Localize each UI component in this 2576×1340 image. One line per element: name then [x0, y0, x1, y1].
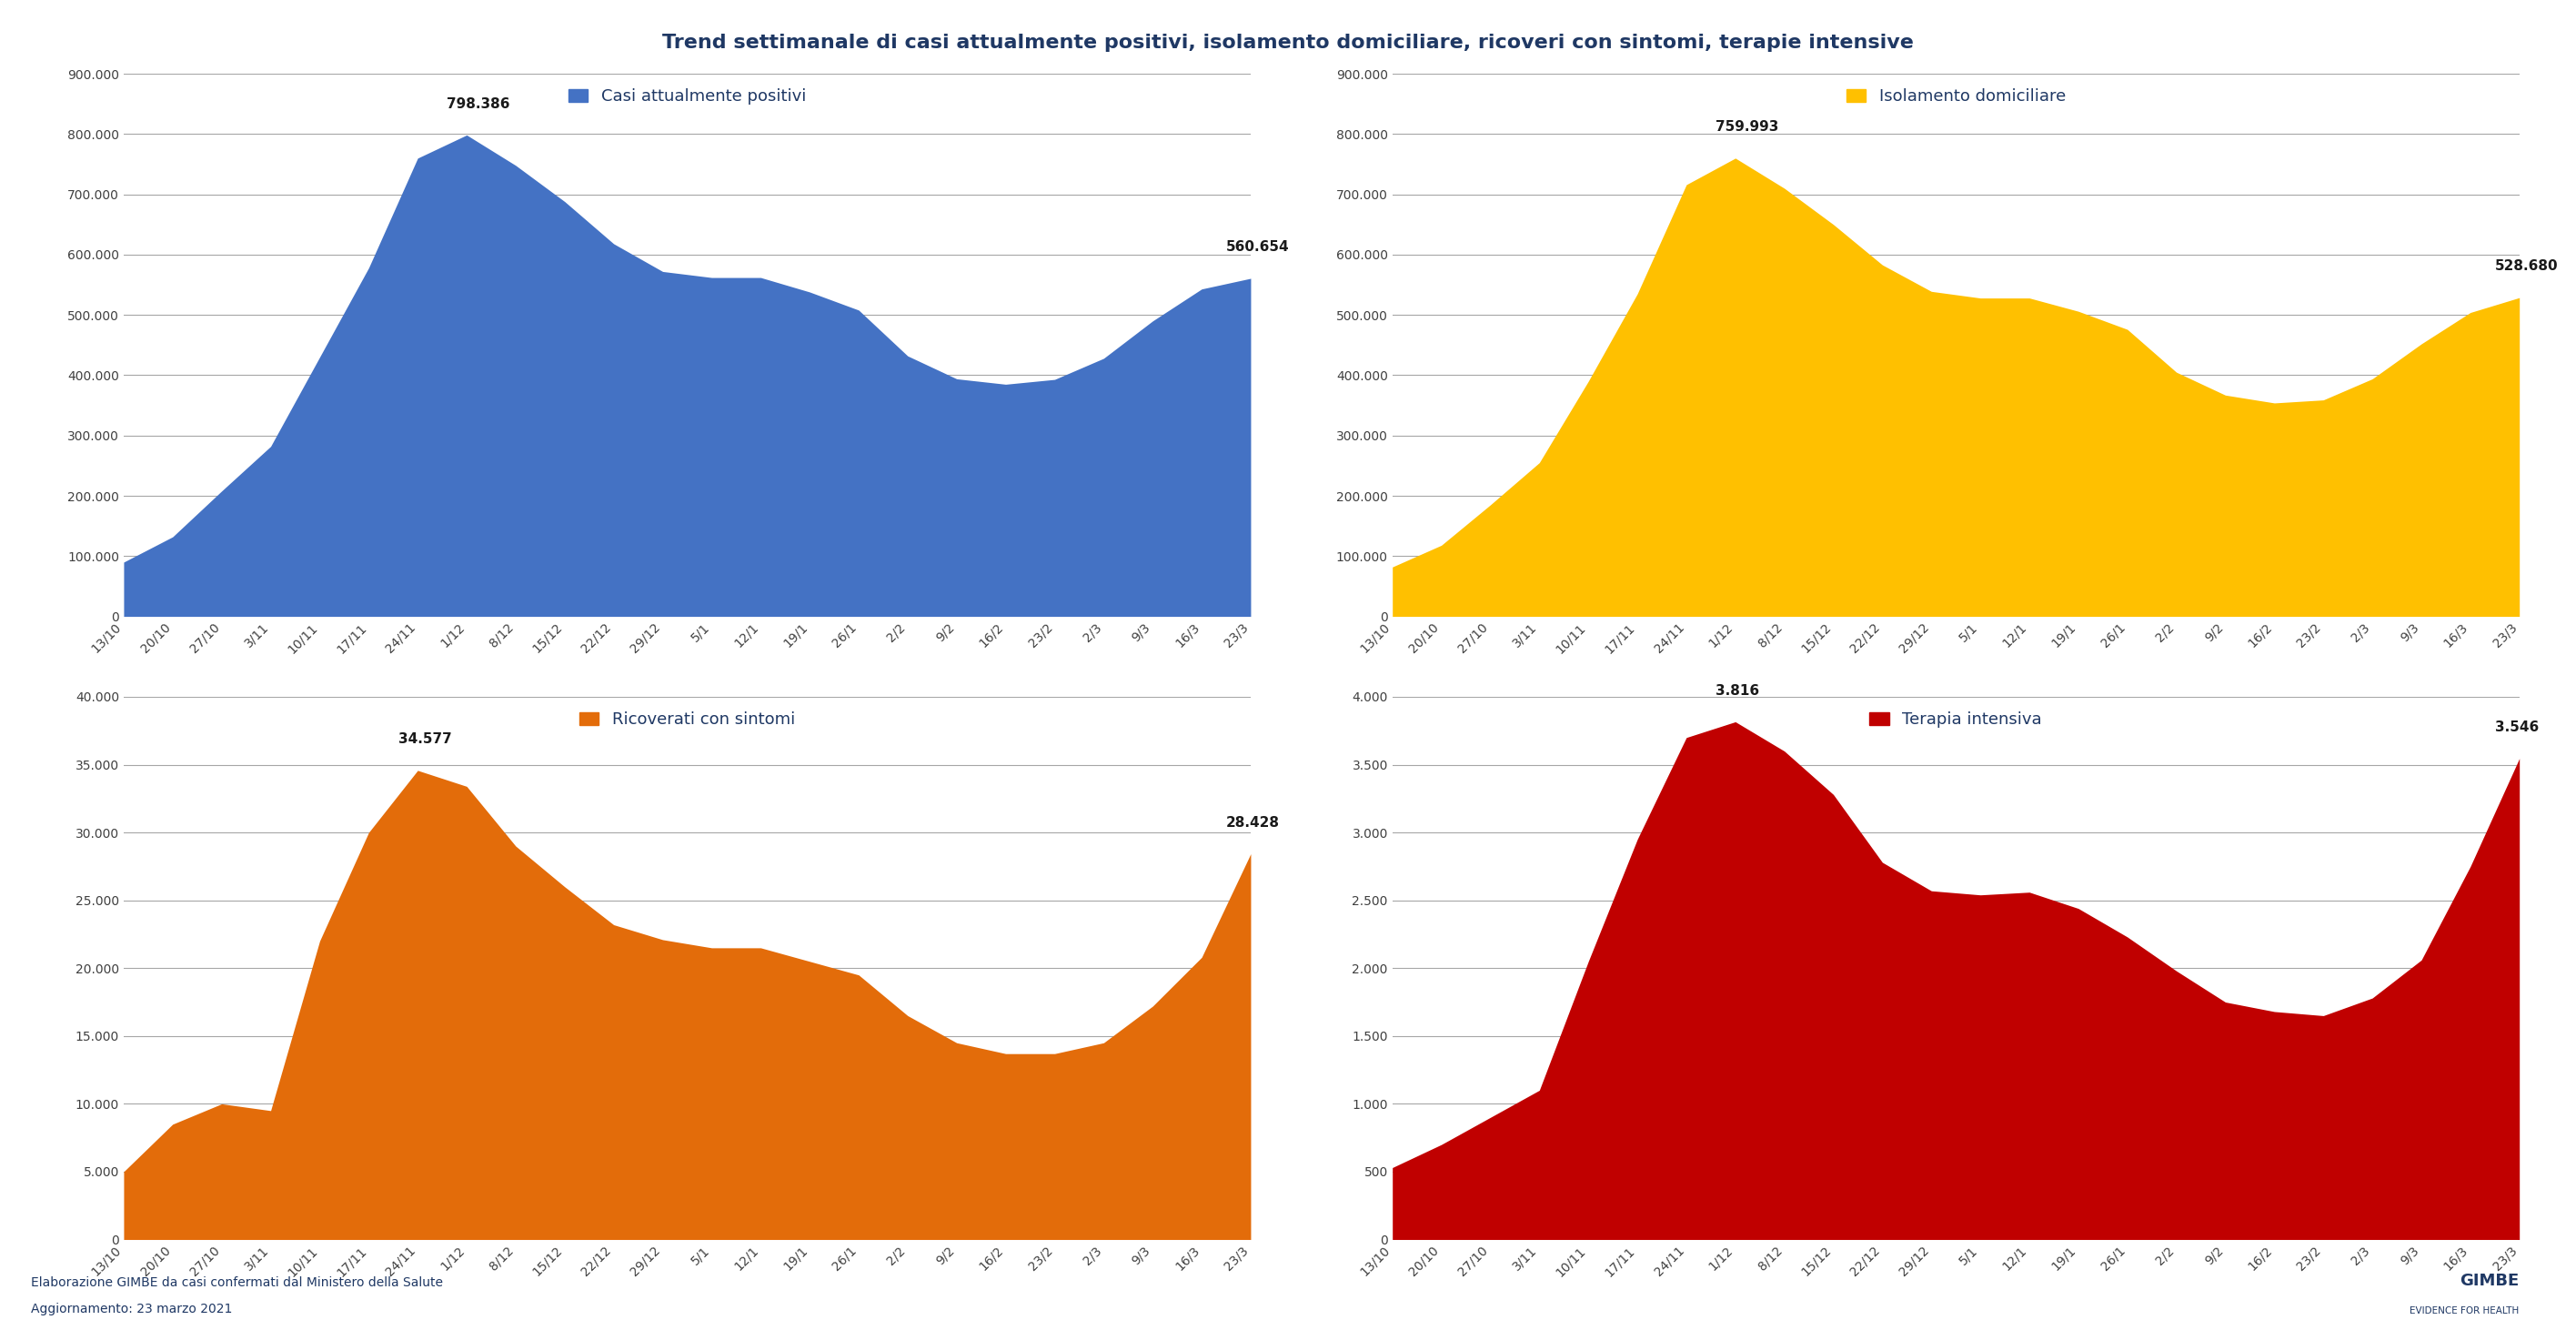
- Legend: Terapia intensiva: Terapia intensiva: [1862, 705, 2048, 734]
- Text: 759.993: 759.993: [1716, 121, 1780, 134]
- Text: Aggiornamento: 23 marzo 2021: Aggiornamento: 23 marzo 2021: [31, 1302, 232, 1316]
- Text: 3.816: 3.816: [1716, 683, 1759, 697]
- Legend: Ricoverati con sintomi: Ricoverati con sintomi: [572, 705, 801, 734]
- Text: 528.680: 528.680: [2494, 260, 2558, 273]
- Text: GIMBE: GIMBE: [2460, 1273, 2519, 1289]
- Text: 28.428: 28.428: [1226, 816, 1280, 829]
- Text: 798.386: 798.386: [448, 96, 510, 111]
- Legend: Isolamento domiciliare: Isolamento domiciliare: [1839, 82, 2071, 111]
- Text: 3.546: 3.546: [2494, 721, 2540, 734]
- Text: 34.577: 34.577: [399, 732, 451, 746]
- Text: Elaborazione GIMBE da casi confermati dal Ministero della Salute: Elaborazione GIMBE da casi confermati da…: [31, 1276, 443, 1289]
- Text: EVIDENCE FOR HEALTH: EVIDENCE FOR HEALTH: [2411, 1306, 2519, 1316]
- Text: Trend settimanale di casi attualmente positivi, isolamento domiciliare, ricoveri: Trend settimanale di casi attualmente po…: [662, 34, 1914, 52]
- Legend: Casi attualmente positivi: Casi attualmente positivi: [562, 82, 811, 111]
- Text: 560.654: 560.654: [1226, 240, 1291, 253]
